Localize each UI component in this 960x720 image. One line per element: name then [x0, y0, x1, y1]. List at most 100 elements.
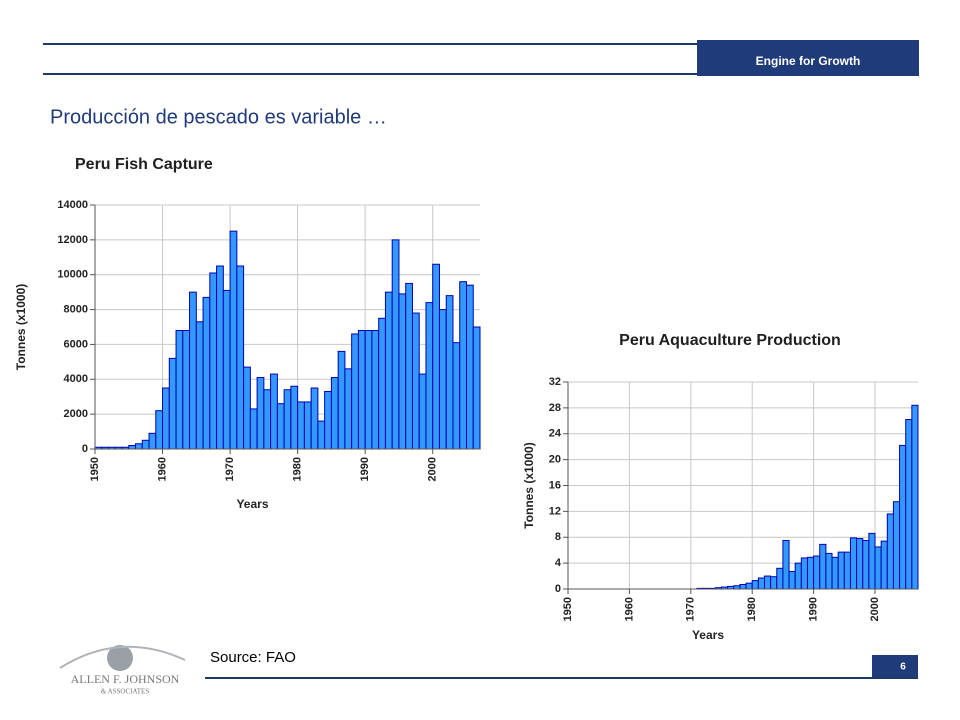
- bar: [405, 282, 413, 450]
- bar: [128, 445, 137, 450]
- y-tick-label: 24: [549, 428, 562, 440]
- bar: [425, 302, 434, 450]
- chart-title: Peru Fish Capture: [75, 156, 213, 173]
- bar: [303, 401, 312, 450]
- bar: [384, 291, 393, 450]
- y-tick-label: 8000: [64, 303, 88, 315]
- y-tick-label: 4: [555, 557, 562, 569]
- bar: [317, 420, 326, 450]
- bar: [776, 567, 784, 590]
- bar: [418, 373, 427, 450]
- y-tick-label: 14000: [57, 199, 88, 211]
- bar: [263, 389, 272, 450]
- bar: [141, 439, 150, 450]
- bar: [229, 230, 238, 450]
- x-tick-label: 1970: [685, 597, 697, 621]
- y-tick-label: 16: [549, 479, 561, 491]
- bar: [856, 538, 864, 590]
- bar: [209, 272, 218, 450]
- bar: [751, 580, 759, 590]
- bar: [344, 368, 353, 450]
- bar: [806, 556, 815, 590]
- bar: [472, 326, 481, 450]
- bar: [310, 387, 319, 450]
- bar: [794, 562, 802, 590]
- bar: [819, 543, 827, 590]
- bar: [465, 284, 474, 450]
- page-box: [872, 655, 918, 677]
- y-tick-label: 6000: [64, 338, 88, 350]
- bar: [276, 403, 285, 450]
- bar: [837, 551, 845, 590]
- bar: [411, 312, 420, 450]
- bar: [378, 317, 386, 450]
- bar: [911, 404, 919, 590]
- bar: [270, 373, 278, 450]
- bar: [324, 390, 332, 450]
- bar: [432, 263, 440, 450]
- bar: [148, 432, 157, 450]
- bar: [739, 583, 747, 590]
- bar: [757, 577, 765, 590]
- bar: [162, 387, 170, 450]
- bar: [189, 291, 197, 450]
- bar: [788, 571, 796, 590]
- bar: [256, 377, 265, 450]
- bar: [874, 546, 882, 590]
- logo-swoosh: [59, 645, 186, 669]
- y-tick-label: 20: [549, 454, 561, 466]
- x-tick-label: 1970: [224, 457, 236, 481]
- bar: [438, 309, 447, 450]
- bar: [862, 539, 870, 590]
- bar: [216, 265, 224, 450]
- bar: [813, 555, 821, 590]
- bar: [182, 329, 191, 450]
- x-axis-label: Years: [692, 628, 724, 642]
- bar: [351, 333, 359, 450]
- y-axis-label: Tonnes (x1000): [522, 442, 536, 528]
- y-tick-label: 10000: [57, 269, 88, 281]
- y-tick-label: 0: [82, 443, 88, 455]
- bar: [880, 540, 888, 590]
- x-tick-label: 1980: [292, 457, 304, 481]
- y-tick-label: 12: [549, 505, 561, 517]
- bar: [357, 329, 366, 450]
- bar: [175, 329, 184, 450]
- source: Source: FAO: [210, 649, 296, 666]
- bar: [445, 295, 454, 450]
- bar: [222, 289, 231, 450]
- x-tick-label: 1950: [89, 457, 101, 481]
- header-box: [697, 40, 919, 76]
- bar: [763, 575, 772, 590]
- header-tag: Engine for Growth: [756, 54, 861, 68]
- bar: [782, 539, 790, 590]
- bar: [236, 265, 245, 450]
- logo: ALLEN F. JOHNSON & ASSOCIATES: [59, 645, 186, 696]
- y-tick-label: 8: [555, 531, 561, 543]
- y-tick-label: 12000: [57, 234, 88, 246]
- bar: [398, 293, 407, 450]
- chart-title: Peru Aquaculture Production: [619, 332, 841, 349]
- y-tick-label: 32: [549, 376, 561, 388]
- x-tick-label: 1950: [562, 597, 574, 621]
- logo-globe: [107, 645, 133, 671]
- bar: [892, 501, 901, 590]
- bar: [899, 444, 907, 590]
- bar: [330, 377, 339, 450]
- bar: [831, 556, 839, 590]
- bar: [155, 410, 164, 450]
- slide-title: Producción de pescado es variable …: [50, 106, 387, 128]
- bar: [364, 329, 373, 450]
- x-tick-label: 1960: [623, 597, 635, 621]
- page-number: 6: [900, 662, 906, 673]
- bar: [849, 537, 858, 590]
- x-axis-label: Years: [236, 497, 268, 511]
- bar: [843, 551, 851, 590]
- y-tick-label: 2000: [64, 408, 88, 420]
- bar: [283, 389, 292, 450]
- bar: [297, 401, 305, 450]
- bar: [452, 342, 461, 450]
- bar: [135, 443, 143, 450]
